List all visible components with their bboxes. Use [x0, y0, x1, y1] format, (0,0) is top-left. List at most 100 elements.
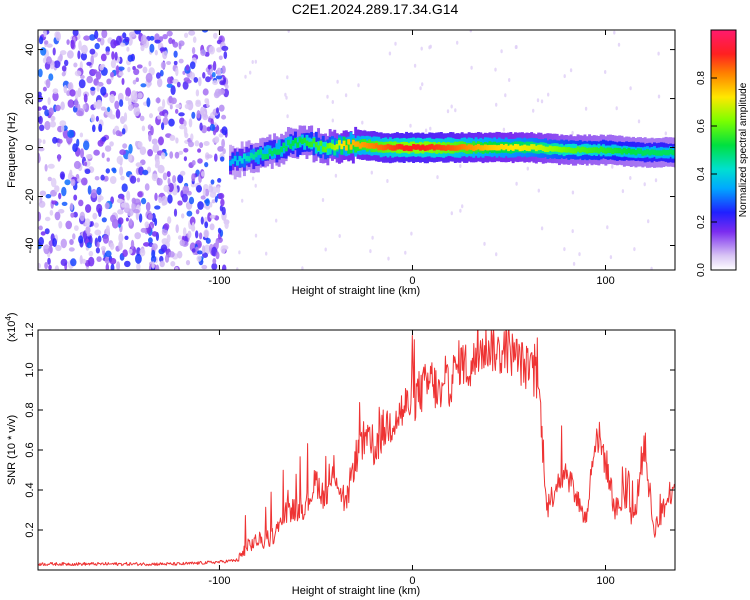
noise-speck — [611, 164, 614, 169]
ridge-cell — [622, 147, 626, 154]
noise-blob — [150, 255, 157, 263]
noise-blob — [159, 47, 167, 52]
ridge-cell — [602, 147, 605, 153]
noise-blob — [151, 231, 158, 237]
noise-blob — [64, 179, 71, 186]
noise-blob — [174, 151, 180, 159]
noise-blob — [218, 55, 223, 61]
noise-speck — [571, 190, 575, 195]
noise-blob — [212, 60, 217, 71]
noise-blob — [38, 115, 43, 125]
noise-blob — [139, 146, 147, 155]
noise-blob — [220, 156, 225, 162]
ridge-cell — [317, 145, 321, 151]
noise-blob — [101, 136, 107, 142]
noise-speck — [514, 45, 518, 50]
noise-blob — [171, 97, 177, 105]
noise-blob — [112, 168, 117, 174]
ridge-cell — [344, 145, 348, 151]
noise-blob — [85, 154, 93, 159]
ridge-cell — [361, 142, 365, 148]
snr-y-scale: (x104) — [4, 312, 18, 342]
noise-blob — [38, 106, 42, 111]
ridge-cell — [256, 153, 260, 165]
noise-blob — [115, 130, 122, 137]
noise-speck — [621, 189, 625, 194]
noise-blob — [190, 133, 194, 141]
ridge-cell — [282, 142, 286, 148]
noise-blob — [90, 188, 98, 199]
ridge-cell — [252, 154, 256, 160]
noise-blob — [97, 197, 102, 203]
noise-blob — [84, 161, 88, 167]
ridge-cell — [541, 145, 545, 152]
noise-blob — [125, 87, 131, 97]
noise-blob — [73, 160, 81, 170]
ridge-cell — [530, 144, 534, 150]
noise-blob — [58, 192, 62, 200]
ridge-cell — [439, 145, 443, 151]
noise-blob — [213, 32, 218, 39]
noise-speck — [324, 247, 327, 252]
noise-blob — [173, 208, 178, 217]
noise-blob — [80, 44, 88, 55]
snr-line-layer — [38, 330, 675, 567]
noise-blob — [73, 62, 78, 68]
ridge-cell — [252, 150, 256, 170]
noise-blob — [140, 227, 147, 233]
noise-blob — [175, 137, 179, 144]
noise-blob — [218, 104, 225, 112]
ridge-cell — [328, 143, 332, 155]
y-tick-label: -20 — [24, 189, 36, 205]
ridge-cell — [412, 144, 416, 150]
ridge-cell — [488, 144, 492, 151]
noise-speck — [572, 261, 576, 266]
y-tick-label: 40 — [24, 43, 36, 55]
ridge-cell — [275, 149, 279, 155]
noise-blob — [133, 102, 140, 108]
noise-blob — [136, 177, 141, 183]
noise-speck — [461, 204, 464, 209]
noise-speck — [563, 247, 566, 252]
noise-blob — [201, 245, 206, 254]
noise-blob — [178, 43, 182, 50]
noise-blob — [127, 152, 133, 162]
noise-blob — [136, 262, 141, 270]
noise-blob — [191, 160, 196, 166]
ridge-cell — [335, 144, 339, 150]
ridge-cell — [388, 144, 392, 151]
ridge-cell — [263, 146, 267, 158]
noise-blob — [160, 244, 168, 253]
noise-blob — [52, 88, 59, 94]
noise-blob — [61, 65, 67, 72]
ridge-cell — [351, 139, 355, 146]
noise-blob — [216, 67, 222, 77]
noise-blob — [218, 88, 226, 95]
noise-blob — [157, 78, 163, 88]
noise-blob — [110, 59, 116, 69]
ridge-cell — [446, 144, 450, 150]
noise-blob — [109, 257, 117, 265]
noise-blob — [85, 226, 91, 235]
noise-blob — [159, 260, 165, 268]
noise-blob — [127, 54, 134, 62]
ridge-cell — [245, 155, 249, 162]
ridge-cell — [632, 149, 636, 155]
noise-blob — [182, 185, 190, 195]
ridge-cell — [240, 158, 244, 164]
noise-blob — [128, 143, 133, 154]
noise-blob — [196, 255, 202, 262]
noise-blob — [76, 110, 84, 117]
noise-blob — [67, 50, 74, 59]
noise-blob — [96, 256, 102, 262]
ridge-cell — [560, 147, 564, 153]
ridge-cell — [347, 142, 351, 154]
noise-blob — [186, 210, 193, 217]
ridge-cell — [490, 144, 494, 151]
noise-speck — [413, 63, 417, 68]
ridge-cell — [534, 145, 538, 152]
noise-blob — [170, 85, 176, 96]
noise-blob — [120, 175, 125, 181]
colorbar-tick-label: 0.6 — [696, 119, 707, 133]
noise-blob — [114, 51, 118, 61]
